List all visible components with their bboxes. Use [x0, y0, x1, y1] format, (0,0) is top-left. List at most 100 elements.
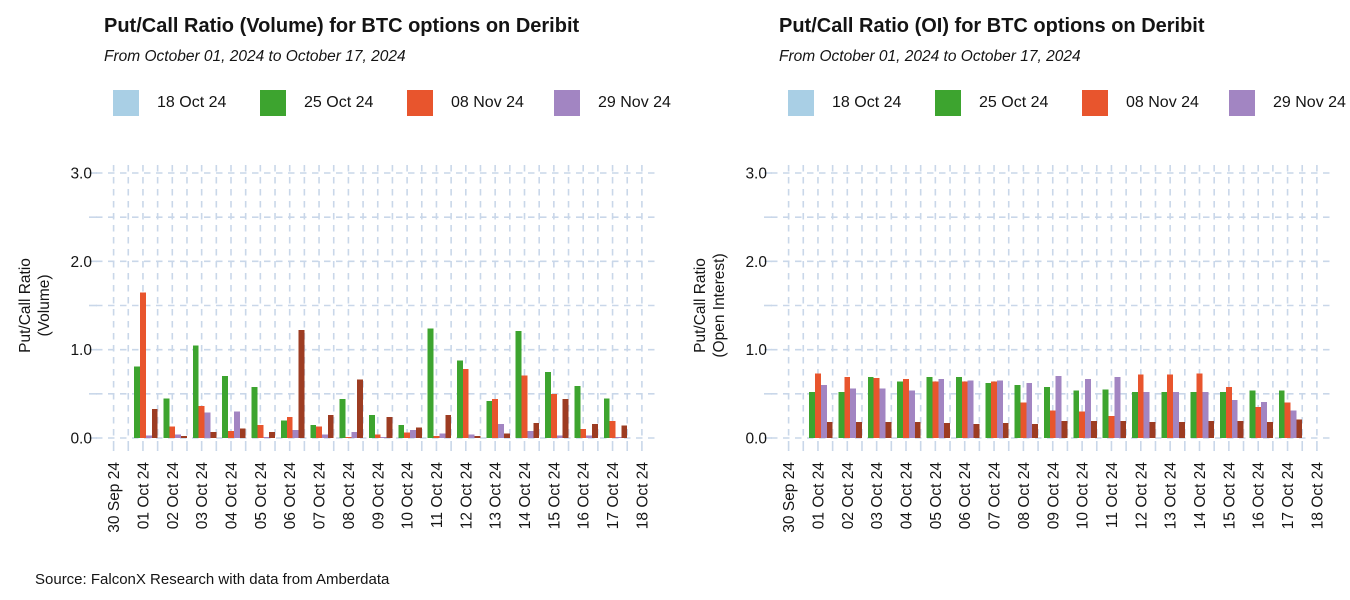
bar-series5	[386, 416, 393, 438]
x-tick-label: 08 Oct 24	[1016, 462, 1033, 530]
legend-swatch	[1082, 90, 1108, 116]
legend-swatch	[407, 90, 433, 116]
oi-chart-legend: 18 Oct 24 25 Oct 24 08 Nov 24 29 Nov 24	[675, 90, 1350, 124]
bar-25 Oct 24	[427, 328, 434, 438]
bar-series5	[944, 422, 951, 438]
x-tick-label: 10 Oct 24	[1075, 462, 1092, 530]
x-tick-label: 03 Oct 24	[869, 462, 886, 530]
legend-swatch	[788, 90, 814, 116]
bar-25 Oct 24	[867, 377, 874, 438]
legend-swatch	[1229, 90, 1255, 116]
bar-25 Oct 24	[280, 420, 287, 438]
bar-25 Oct 24	[574, 385, 581, 438]
bar-08 Nov 24	[815, 373, 821, 438]
bar-08 Nov 24	[1079, 411, 1086, 438]
bar-29 Nov 24	[468, 434, 475, 438]
bar-series5	[239, 428, 246, 438]
bar-08 Nov 24	[1167, 374, 1174, 438]
volume-chart-legend: 18 Oct 24 25 Oct 24 08 Nov 24 29 Nov 24	[0, 90, 675, 124]
y-tick-label: 0.0	[745, 431, 767, 448]
bar-series5	[1296, 419, 1303, 438]
bar-series5	[621, 425, 628, 438]
x-tick-label: 11 Oct 24	[1104, 462, 1121, 528]
legend-label: 08 Nov 24	[451, 94, 524, 111]
bar-25 Oct 24	[1161, 392, 1168, 438]
legend-item: 25 Oct 24	[935, 90, 1048, 116]
bar-25 Oct 24	[1220, 392, 1226, 438]
bar-series5	[973, 423, 980, 438]
bar-25 Oct 24	[1249, 390, 1256, 438]
bar-08 Nov 24	[580, 429, 587, 438]
bar-08 Nov 24	[521, 375, 528, 438]
source-note: Source: FalconX Research with data from …	[35, 571, 390, 588]
bar-08 Nov 24	[462, 369, 469, 438]
volume-chart-panel: Put/Call Ratio (Volume) for BTC options …	[0, 15, 675, 533]
bar-29 Nov 24	[498, 423, 504, 438]
bar-25 Oct 24	[251, 386, 258, 438]
volume-chart-subtitle: From October 01, 2024 to October 17, 202…	[104, 48, 406, 65]
bar-25 Oct 24	[1278, 390, 1285, 438]
bar-08 Nov 24	[286, 416, 293, 438]
legend-item: 25 Oct 24	[260, 90, 373, 116]
bar-series5	[210, 431, 217, 438]
x-tick-label: 16 Oct 24	[1251, 462, 1268, 530]
bar-29 Nov 24	[1055, 376, 1062, 438]
x-tick-label: 11 Oct 24	[429, 462, 446, 528]
y-tick-label: 3.0	[70, 166, 92, 183]
x-tick-label: 15 Oct 24	[546, 462, 563, 530]
x-tick-label: 08 Oct 24	[341, 462, 358, 530]
x-tick-label: 12 Oct 24	[1133, 462, 1150, 530]
bar-series5	[445, 415, 452, 438]
x-tick-label: 04 Oct 24	[899, 462, 916, 530]
bar-08 Nov 24	[1108, 415, 1115, 438]
bar-25 Oct 24	[486, 400, 493, 438]
bar-29 Nov 24	[351, 431, 358, 438]
legend-label: 29 Nov 24	[598, 94, 671, 111]
bar-08 Nov 24	[1196, 373, 1203, 438]
oi-chart-plot: 0.0 1.0 2.0 3.0 30 Sep 24 01 Oct 24 02 Oct 24 0…	[692, 165, 1331, 533]
bar-series5	[533, 422, 540, 438]
legend-item: 08 Nov 24	[1082, 90, 1199, 116]
y-axis-title-line1: Put/Call Ratio	[692, 258, 709, 353]
legend-item: 29 Nov 24	[554, 90, 671, 116]
bar-25 Oct 24	[545, 371, 551, 438]
volume-chart-title: Put/Call Ratio (Volume) for BTC options …	[104, 15, 580, 37]
bar-series5	[592, 423, 598, 438]
y-axis-title-line2: (Open Interest)	[711, 253, 728, 357]
bar-29 Nov 24	[967, 380, 974, 438]
bar-08 Nov 24	[228, 430, 234, 438]
y-tick-label: 2.0	[745, 254, 767, 271]
bar-08 Nov 24	[492, 399, 499, 438]
bar-25 Oct 24	[603, 398, 610, 438]
bar-25 Oct 24	[134, 366, 141, 438]
x-tick-label: 18 Oct 24	[1309, 462, 1326, 530]
bar-29 Nov 24	[292, 430, 299, 438]
x-tick-label: 05 Oct 24	[253, 462, 270, 530]
bar-29 Nov 24	[1173, 392, 1179, 438]
legend-swatch	[935, 90, 961, 116]
bar-08 Nov 24	[198, 406, 205, 438]
bar-series5	[914, 422, 921, 438]
bar-29 Nov 24	[175, 434, 182, 438]
bar-25 Oct 24	[926, 377, 933, 438]
bar-29 Nov 24	[1085, 378, 1091, 438]
bar-series5	[151, 408, 158, 438]
bar-series5	[826, 422, 833, 438]
bar-29 Nov 24	[410, 430, 416, 438]
x-tick-label: 04 Oct 24	[224, 462, 241, 530]
y-tick-label: 3.0	[745, 166, 767, 183]
bar-25 Oct 24	[192, 345, 199, 438]
bar-25 Oct 24	[339, 399, 346, 438]
bar-series5	[856, 422, 862, 438]
legend-label: 25 Oct 24	[979, 94, 1049, 111]
legend-swatch	[260, 90, 286, 116]
bar-series5	[415, 427, 422, 438]
bar-series5	[503, 433, 510, 438]
bar-29 Nov 24	[1026, 383, 1033, 438]
bar-29 Nov 24	[321, 434, 328, 438]
bar-25 Oct 24	[955, 377, 962, 438]
x-tick-label: 10 Oct 24	[400, 462, 417, 530]
bar-25 Oct 24	[457, 360, 463, 438]
bar-29 Nov 24	[233, 411, 240, 438]
